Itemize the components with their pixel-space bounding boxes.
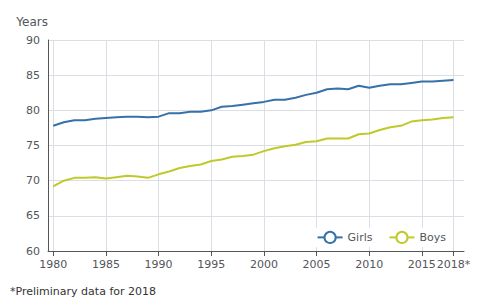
svg-text:2015: 2015	[408, 258, 436, 271]
svg-text:1990: 1990	[145, 258, 173, 271]
svg-text:*Preliminary data for 2018: *Preliminary data for 2018	[10, 285, 156, 298]
svg-text:1995: 1995	[197, 258, 225, 271]
svg-text:65: 65	[26, 209, 40, 222]
svg-text:75: 75	[26, 139, 40, 152]
svg-text:Years: Years	[15, 15, 48, 29]
svg-text:2000: 2000	[250, 258, 278, 271]
svg-text:80: 80	[26, 104, 40, 117]
svg-text:70: 70	[26, 174, 40, 187]
svg-text:1985: 1985	[92, 258, 120, 271]
svg-text:90: 90	[26, 34, 40, 47]
svg-text:60: 60	[26, 245, 40, 258]
svg-text:2018*: 2018*	[437, 258, 471, 271]
svg-text:1980: 1980	[39, 258, 67, 271]
svg-text:Girls: Girls	[348, 231, 373, 244]
svg-text:2005: 2005	[303, 258, 331, 271]
svg-text:Boys: Boys	[419, 231, 446, 244]
svg-text:85: 85	[26, 69, 40, 82]
svg-text:2010: 2010	[355, 258, 383, 271]
